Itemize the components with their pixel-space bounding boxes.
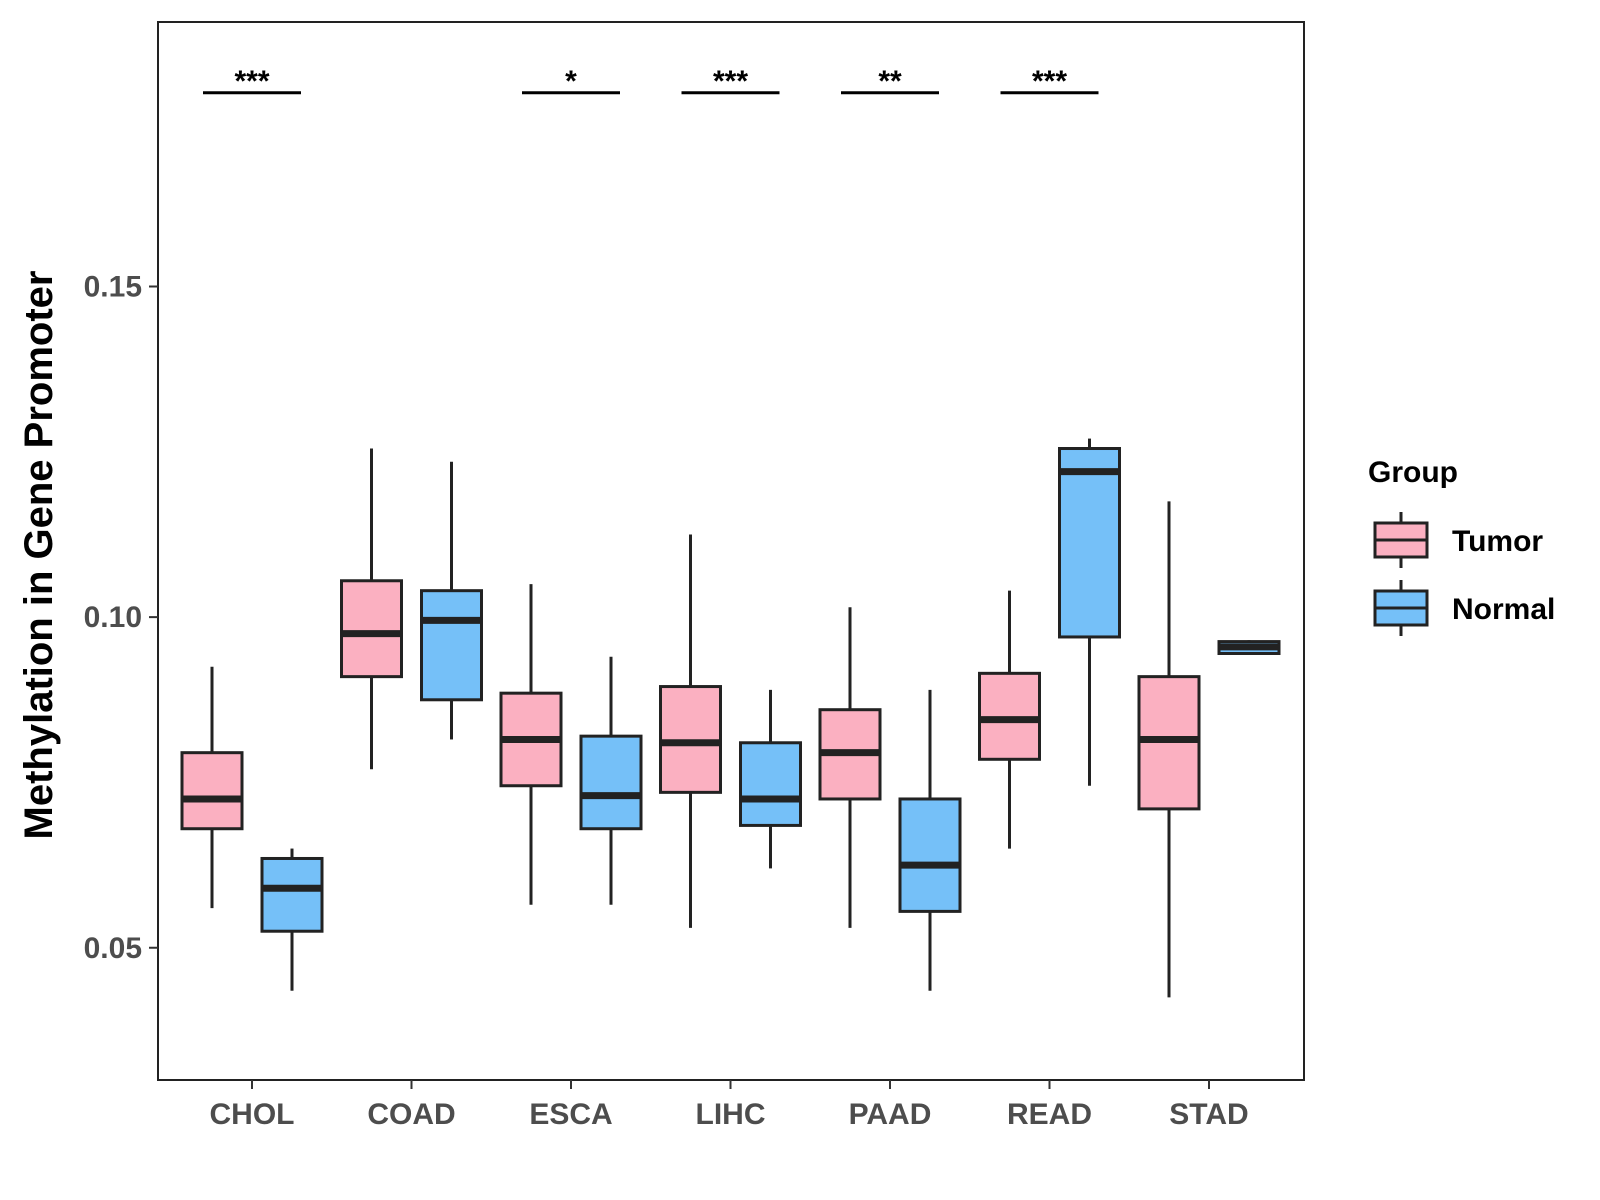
legend-item-tumor: Tumor [1373, 512, 1543, 568]
box-normal-read [1058, 438, 1121, 786]
x-tick-label-esca: ESCA [529, 1098, 612, 1131]
box-body [579, 734, 643, 831]
significance-label: *** [234, 65, 269, 98]
legend: Group Tumor Normal [1368, 456, 1555, 636]
significance-label: *** [713, 65, 748, 98]
x-tick-label-read: READ [1007, 1098, 1092, 1131]
box-tumor-chol [180, 666, 244, 909]
legend-title: Group [1368, 456, 1458, 489]
x-tick-label-stad: STAD [1169, 1098, 1248, 1131]
box-normal-coad [420, 461, 483, 740]
significance-label: ** [878, 65, 902, 98]
significance-paad: ** [841, 65, 939, 98]
box-body [260, 856, 324, 933]
x-tick-label-paad: PAAD [849, 1098, 932, 1131]
box-tumor-coad [340, 448, 403, 770]
y-tick-label: 0.05 [84, 932, 142, 965]
significance-label: *** [1032, 65, 1067, 98]
box-normal-esca [579, 656, 643, 905]
x-tick-label-lihc: LIHC [696, 1098, 766, 1131]
box-normal-lihc [739, 689, 802, 869]
plot-area: 0.05 0.10 0.15 CHOL COAD ESCA LIHC PAAD READ STAD… [84, 21, 1305, 1131]
box-body [739, 741, 802, 827]
box-tumor-lihc [659, 534, 722, 928]
x-tick-label-coad: COAD [367, 1098, 455, 1131]
significance-esca: * [522, 65, 620, 98]
legend-item-normal: Normal [1373, 580, 1555, 636]
y-axis-title: Methylation in Gene Promoter [17, 271, 61, 840]
box-body [420, 589, 483, 702]
box-body [340, 579, 403, 679]
y-tick-label: 0.15 [84, 271, 142, 304]
significance-chol: *** [203, 65, 301, 98]
box-body [1058, 447, 1121, 639]
significance-read: *** [1000, 65, 1099, 98]
legend-label: Normal [1452, 593, 1555, 626]
x-tick-label-chol: CHOL [210, 1098, 295, 1131]
y-tick-label: 0.10 [84, 601, 142, 634]
box-normal-stad [1217, 640, 1281, 655]
box-normal-chol [260, 848, 324, 991]
box-tumor-stad [1137, 501, 1201, 998]
box-body [180, 751, 244, 831]
box-normal-paad [898, 689, 962, 991]
box-tumor-paad [818, 607, 882, 928]
box-body [898, 797, 962, 913]
legend-label: Tumor [1452, 525, 1543, 558]
significance-lihc: *** [681, 65, 780, 98]
significance-label: * [565, 65, 577, 98]
box-tumor-read [978, 590, 1041, 849]
box-tumor-esca [499, 584, 563, 905]
